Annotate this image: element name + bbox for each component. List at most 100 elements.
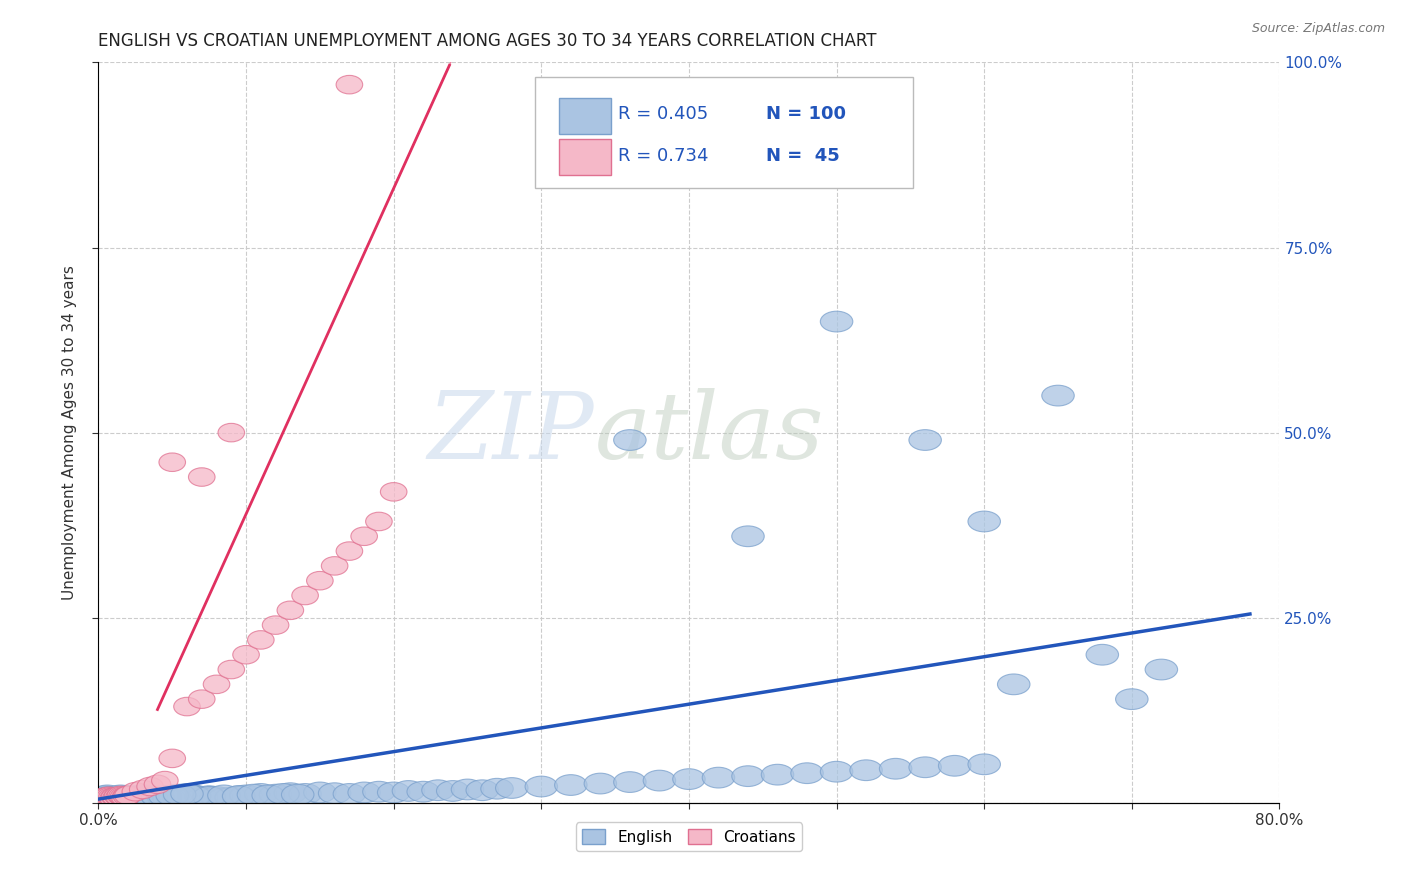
Ellipse shape	[86, 787, 118, 807]
Ellipse shape	[122, 782, 149, 801]
Ellipse shape	[170, 783, 204, 805]
Ellipse shape	[163, 788, 195, 808]
Ellipse shape	[481, 779, 513, 799]
Text: Source: ZipAtlas.com: Source: ZipAtlas.com	[1251, 22, 1385, 36]
Ellipse shape	[1085, 644, 1119, 665]
Ellipse shape	[152, 772, 179, 789]
Ellipse shape	[121, 787, 153, 807]
Ellipse shape	[218, 424, 245, 442]
Ellipse shape	[288, 783, 322, 805]
Ellipse shape	[131, 787, 163, 807]
Ellipse shape	[208, 785, 240, 805]
Ellipse shape	[94, 788, 127, 809]
Ellipse shape	[215, 788, 247, 808]
Ellipse shape	[465, 780, 499, 801]
Ellipse shape	[672, 769, 706, 789]
Ellipse shape	[188, 690, 215, 708]
Ellipse shape	[222, 786, 254, 806]
Ellipse shape	[333, 783, 366, 805]
Ellipse shape	[97, 788, 124, 806]
Ellipse shape	[1144, 659, 1178, 680]
Y-axis label: Unemployment Among Ages 30 to 34 years: Unemployment Among Ages 30 to 34 years	[62, 265, 77, 600]
Ellipse shape	[366, 512, 392, 531]
Ellipse shape	[96, 788, 128, 808]
Ellipse shape	[179, 786, 211, 806]
Ellipse shape	[997, 674, 1031, 695]
Ellipse shape	[135, 788, 167, 808]
Ellipse shape	[200, 787, 233, 807]
Ellipse shape	[938, 756, 972, 776]
Ellipse shape	[277, 601, 304, 620]
Ellipse shape	[1042, 385, 1074, 406]
Ellipse shape	[111, 787, 145, 807]
Ellipse shape	[107, 788, 139, 809]
Ellipse shape	[110, 788, 136, 806]
Text: ZIP: ZIP	[427, 388, 595, 477]
Ellipse shape	[263, 615, 288, 634]
Ellipse shape	[186, 788, 218, 808]
Ellipse shape	[103, 789, 129, 807]
Ellipse shape	[761, 764, 794, 785]
Ellipse shape	[156, 785, 188, 805]
Ellipse shape	[381, 483, 406, 501]
Ellipse shape	[91, 785, 124, 805]
Text: N = 100: N = 100	[766, 105, 845, 123]
Ellipse shape	[731, 765, 765, 787]
Ellipse shape	[115, 788, 148, 808]
Text: R = 0.734: R = 0.734	[619, 147, 709, 165]
Ellipse shape	[967, 511, 1001, 532]
Ellipse shape	[318, 783, 352, 804]
Ellipse shape	[159, 453, 186, 472]
Ellipse shape	[108, 787, 135, 805]
Ellipse shape	[108, 788, 141, 808]
Ellipse shape	[149, 786, 181, 806]
Ellipse shape	[238, 784, 270, 805]
Ellipse shape	[245, 783, 277, 805]
Ellipse shape	[218, 660, 245, 679]
Ellipse shape	[267, 783, 299, 805]
Ellipse shape	[174, 698, 200, 715]
Ellipse shape	[100, 788, 132, 809]
Ellipse shape	[89, 788, 121, 808]
Ellipse shape	[118, 786, 150, 806]
Ellipse shape	[336, 541, 363, 560]
Text: atlas: atlas	[595, 388, 824, 477]
Ellipse shape	[352, 527, 377, 546]
Ellipse shape	[422, 780, 454, 801]
Ellipse shape	[222, 786, 254, 806]
Ellipse shape	[103, 788, 135, 808]
Ellipse shape	[114, 787, 139, 805]
Ellipse shape	[136, 777, 163, 796]
Ellipse shape	[304, 782, 336, 803]
Ellipse shape	[643, 770, 676, 791]
Ellipse shape	[115, 786, 141, 805]
Ellipse shape	[129, 780, 156, 798]
Ellipse shape	[170, 787, 204, 807]
Ellipse shape	[89, 789, 115, 807]
Ellipse shape	[193, 787, 225, 807]
Ellipse shape	[93, 787, 125, 807]
Ellipse shape	[111, 789, 138, 807]
Ellipse shape	[247, 631, 274, 649]
Ellipse shape	[148, 787, 180, 807]
Ellipse shape	[100, 789, 127, 807]
Ellipse shape	[153, 788, 186, 809]
Ellipse shape	[524, 776, 558, 797]
Ellipse shape	[188, 467, 215, 486]
Ellipse shape	[347, 782, 381, 803]
Ellipse shape	[141, 787, 174, 807]
Ellipse shape	[702, 767, 735, 788]
Ellipse shape	[127, 785, 159, 805]
Ellipse shape	[322, 557, 347, 575]
Ellipse shape	[179, 785, 211, 805]
Ellipse shape	[307, 572, 333, 590]
Ellipse shape	[392, 780, 425, 801]
Ellipse shape	[110, 786, 143, 806]
FancyBboxPatch shape	[560, 138, 612, 175]
Ellipse shape	[233, 646, 259, 664]
Ellipse shape	[96, 787, 122, 805]
Ellipse shape	[451, 779, 484, 800]
Legend: English, Croatians: English, Croatians	[576, 822, 801, 851]
Ellipse shape	[159, 749, 186, 768]
Ellipse shape	[731, 526, 765, 547]
